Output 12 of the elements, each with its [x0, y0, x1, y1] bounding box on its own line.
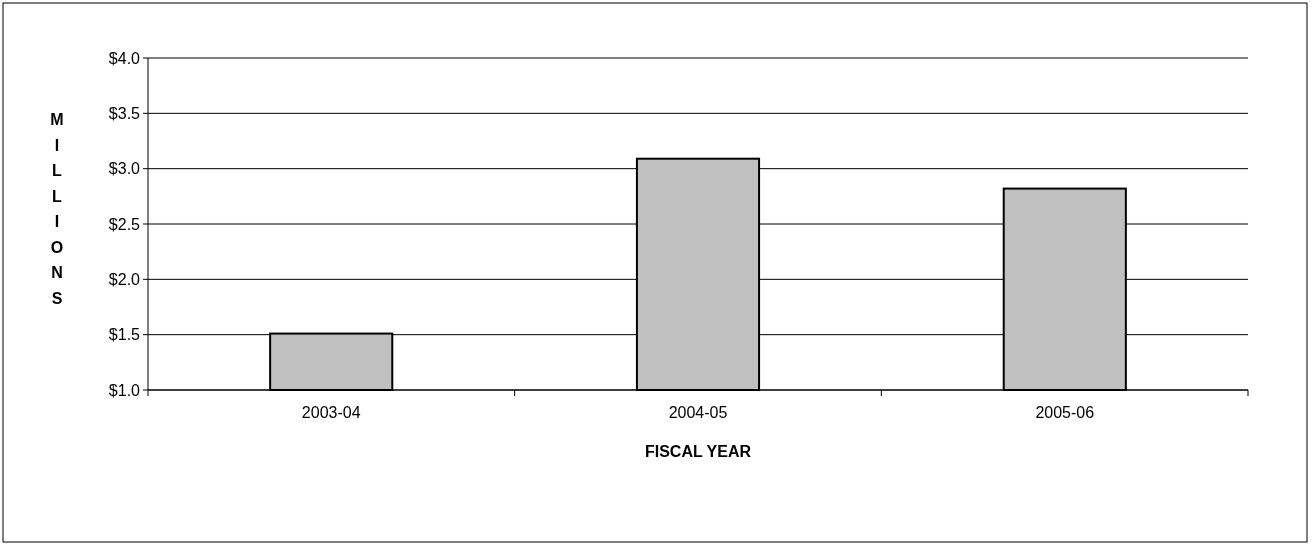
y-tick-label: $3.5 — [108, 104, 141, 122]
y-tick-label: $3.0 — [108, 160, 141, 178]
y-tick-label: $4.0 — [108, 49, 141, 67]
y-tick-label: $1.5 — [108, 326, 141, 344]
x-tick-label: 2003-04 — [301, 404, 361, 421]
y-axis-title: MILLIONS — [50, 111, 64, 307]
y-tick-label: $2.5 — [108, 215, 141, 233]
y-tick-label: $2.0 — [108, 270, 141, 288]
x-tick-label: 2004-05 — [668, 404, 728, 421]
x-axis-title: FISCAL YEAR — [644, 443, 752, 460]
y-tick-label: $1.0 — [108, 381, 141, 399]
x-tick-label: 2005-06 — [1035, 404, 1095, 421]
